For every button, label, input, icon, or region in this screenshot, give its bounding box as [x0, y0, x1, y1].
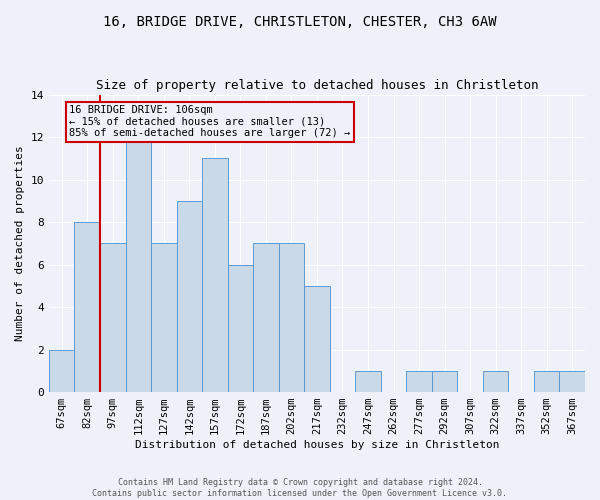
Text: 16, BRIDGE DRIVE, CHRISTLETON, CHESTER, CH3 6AW: 16, BRIDGE DRIVE, CHRISTLETON, CHESTER, … [103, 15, 497, 29]
Text: Contains HM Land Registry data © Crown copyright and database right 2024.
Contai: Contains HM Land Registry data © Crown c… [92, 478, 508, 498]
Bar [49, 350, 74, 392]
Bar [100, 244, 125, 392]
Bar [278, 244, 304, 392]
Bar [559, 371, 585, 392]
Bar [432, 371, 457, 392]
Bar [227, 264, 253, 392]
Bar [355, 371, 381, 392]
Bar [176, 201, 202, 392]
Title: Size of property relative to detached houses in Christleton: Size of property relative to detached ho… [96, 79, 538, 92]
Bar [534, 371, 559, 392]
Bar [202, 158, 227, 392]
Text: 16 BRIDGE DRIVE: 106sqm
← 15% of detached houses are smaller (13)
85% of semi-de: 16 BRIDGE DRIVE: 106sqm ← 15% of detache… [70, 105, 350, 138]
Bar [483, 371, 508, 392]
Bar [253, 244, 278, 392]
Bar [125, 137, 151, 392]
Y-axis label: Number of detached properties: Number of detached properties [15, 146, 25, 341]
Bar [406, 371, 432, 392]
X-axis label: Distribution of detached houses by size in Christleton: Distribution of detached houses by size … [135, 440, 499, 450]
Bar [304, 286, 330, 392]
Bar [74, 222, 100, 392]
Bar [151, 244, 176, 392]
